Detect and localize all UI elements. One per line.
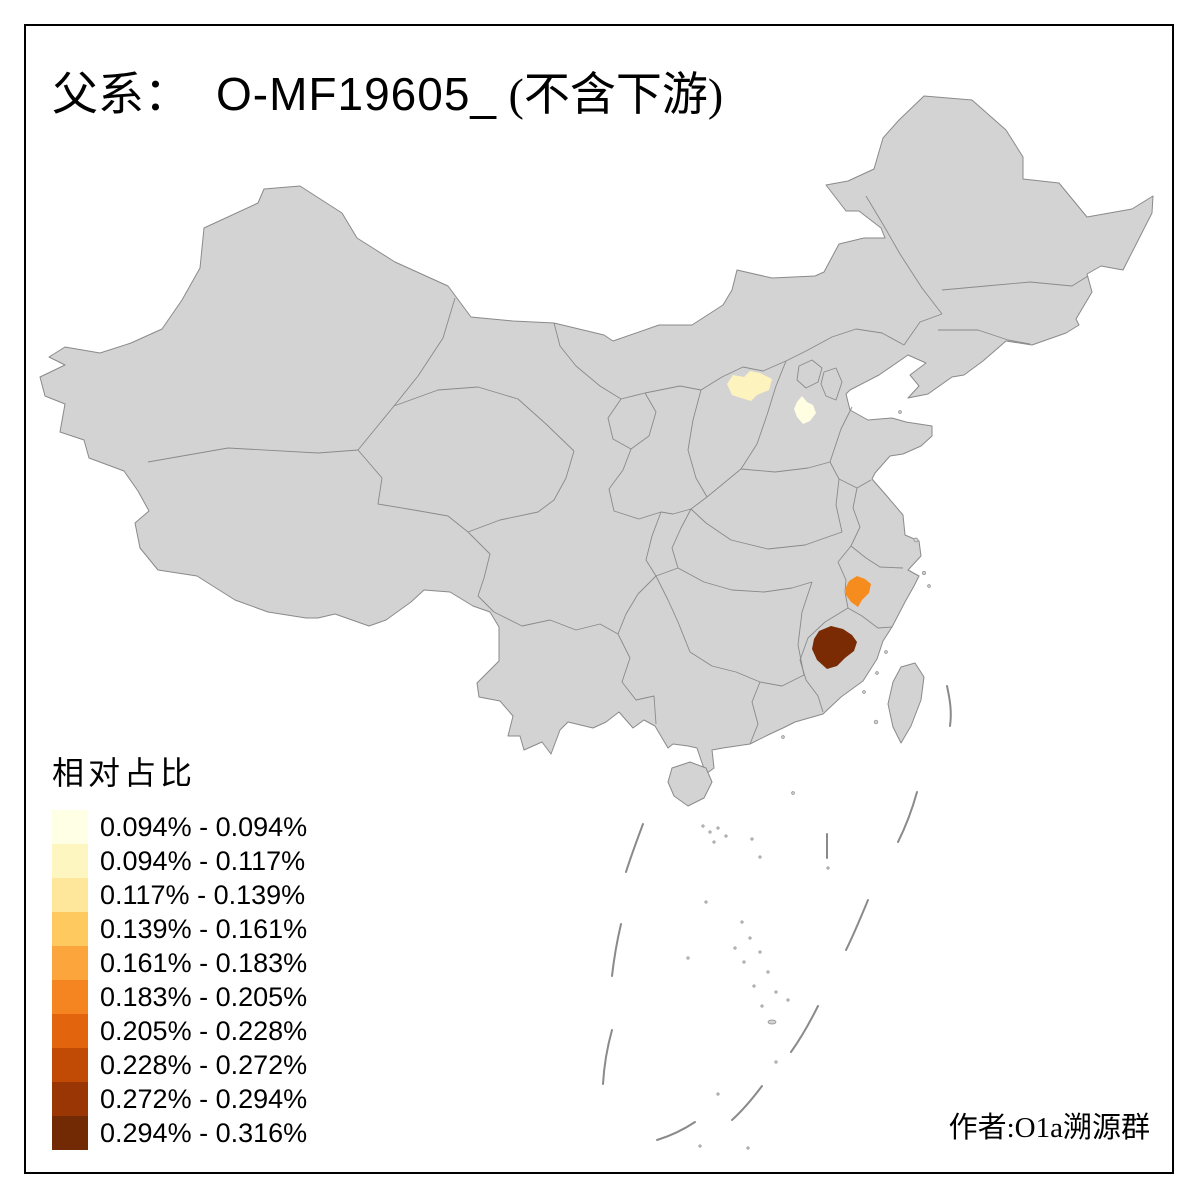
legend-row: 0.094% - 0.094% (52, 810, 307, 844)
taiwan-island (887, 662, 925, 744)
legend: 相对占比 0.094% - 0.094% 0.094% - 0.117% 0.1… (52, 748, 307, 1150)
legend-label: 0.139% - 0.161% (100, 913, 308, 944)
legend-label: 0.117% - 0.139% (100, 879, 306, 910)
hainan-island (667, 761, 713, 807)
legend-row: 0.205% - 0.228% (52, 1014, 307, 1048)
title-suffix: (不含下游) (497, 69, 724, 120)
legend-swatch (52, 1116, 88, 1150)
nine-dash-line (602, 685, 952, 1141)
legend-label: 0.228% - 0.272% (100, 1049, 308, 1080)
mainland-outline (39, 95, 1154, 775)
legend-swatch (52, 878, 88, 912)
legend-swatch (52, 1048, 88, 1082)
legend-row: 0.117% - 0.139% (52, 878, 307, 912)
legend-label: 0.161% - 0.183% (100, 947, 308, 978)
legend-row: 0.294% - 0.316% (52, 1116, 307, 1150)
legend-row: 0.161% - 0.183% (52, 946, 307, 980)
legend-row: 0.139% - 0.161% (52, 912, 307, 946)
legend-swatch (52, 1014, 88, 1048)
legend-title: 相对占比 (52, 755, 197, 791)
region-central-hebei (794, 396, 816, 424)
legend-label: 0.094% - 0.117% (100, 845, 306, 876)
small-islands (686, 410, 931, 1150)
legend-swatch (52, 912, 88, 946)
region-west-fujian (812, 626, 857, 669)
legend-label: 0.094% - 0.094% (100, 811, 308, 842)
legend-swatch (52, 1082, 88, 1116)
region-west-zhejiang (846, 576, 871, 607)
legend-row: 0.094% - 0.117% (52, 844, 307, 878)
legend-swatch (52, 980, 88, 1014)
legend-row: 0.228% - 0.272% (52, 1048, 307, 1082)
highlighted-prefectures (727, 371, 871, 669)
province-borders (147, 195, 1089, 745)
title-haplogroup-code: O-MF19605_ (216, 68, 498, 120)
legend-rows: 0.094% - 0.094% 0.094% - 0.117% 0.117% -… (52, 810, 307, 1150)
legend-label: 0.272% - 0.294% (100, 1083, 308, 1114)
legend-swatch (52, 844, 88, 878)
legend-row: 0.272% - 0.294% (52, 1082, 307, 1116)
author-attribution: 作者:O1a溯源群 (948, 1112, 1150, 1144)
legend-label: 0.183% - 0.205% (100, 981, 308, 1012)
title-prefix: 父系： (52, 69, 190, 120)
legend-label: 0.294% - 0.316% (100, 1117, 308, 1148)
legend-swatch (52, 946, 88, 980)
region-north-shanxi (727, 371, 772, 401)
page-title: 父系： O-MF19605_ (不含下游) (52, 58, 723, 124)
legend-label: 0.205% - 0.228% (100, 1015, 308, 1046)
legend-swatch (52, 810, 88, 844)
legend-row: 0.183% - 0.205% (52, 980, 307, 1014)
